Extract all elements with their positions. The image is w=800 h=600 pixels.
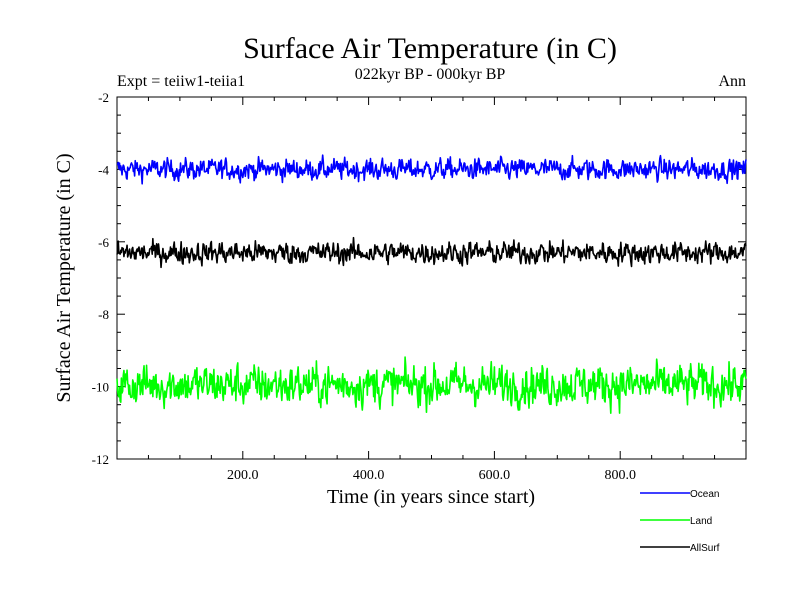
x-tick-label: 600.0	[479, 468, 511, 483]
series-line-allsurf	[116, 236, 747, 269]
x-axis-ticks: 200.0 400.0 600.0 800.0	[147, 97, 716, 483]
plot-frame	[116, 96, 747, 460]
y-tick-label: -4	[98, 162, 109, 177]
x-tick-label: 200.0	[227, 468, 259, 483]
chart-title: Surface Air Temperature (in C)	[243, 32, 617, 65]
x-tick-label: 800.0	[604, 468, 636, 483]
y-tick-label: -12	[92, 452, 109, 467]
legend-label-ocean: Ocean	[690, 489, 719, 500]
plot-area: 200.0 400.0 600.0 800.0 -2 -4 -6 -8 -10 -12	[92, 90, 747, 483]
y-tick-label: -8	[98, 307, 109, 322]
legend: Ocean Land AllSurf	[640, 489, 720, 554]
y-tick-label: -10	[92, 380, 109, 395]
legend-label-land: Land	[690, 516, 712, 527]
y-tick-label: -2	[98, 90, 109, 105]
x-axis-label: Time (in years since start)	[327, 486, 535, 508]
experiment-label: Expt = teiiw1-teiia1	[117, 73, 245, 90]
x-tick-label: 400.0	[353, 468, 385, 483]
series-lines	[116, 154, 747, 414]
legend-label-allsurf: AllSurf	[690, 543, 720, 554]
y-axis-label: Surface Air Temperature (in C)	[53, 153, 75, 402]
y-axis-ticks: -2 -4 -6 -8 -10 -12	[92, 90, 746, 467]
series-line-land	[116, 356, 747, 414]
chart-subtitle: 022kyr BP - 000kyr BP	[355, 66, 506, 83]
y-tick-label: -6	[98, 235, 109, 250]
season-label: Ann	[718, 73, 746, 90]
series-line-ocean	[116, 154, 747, 185]
